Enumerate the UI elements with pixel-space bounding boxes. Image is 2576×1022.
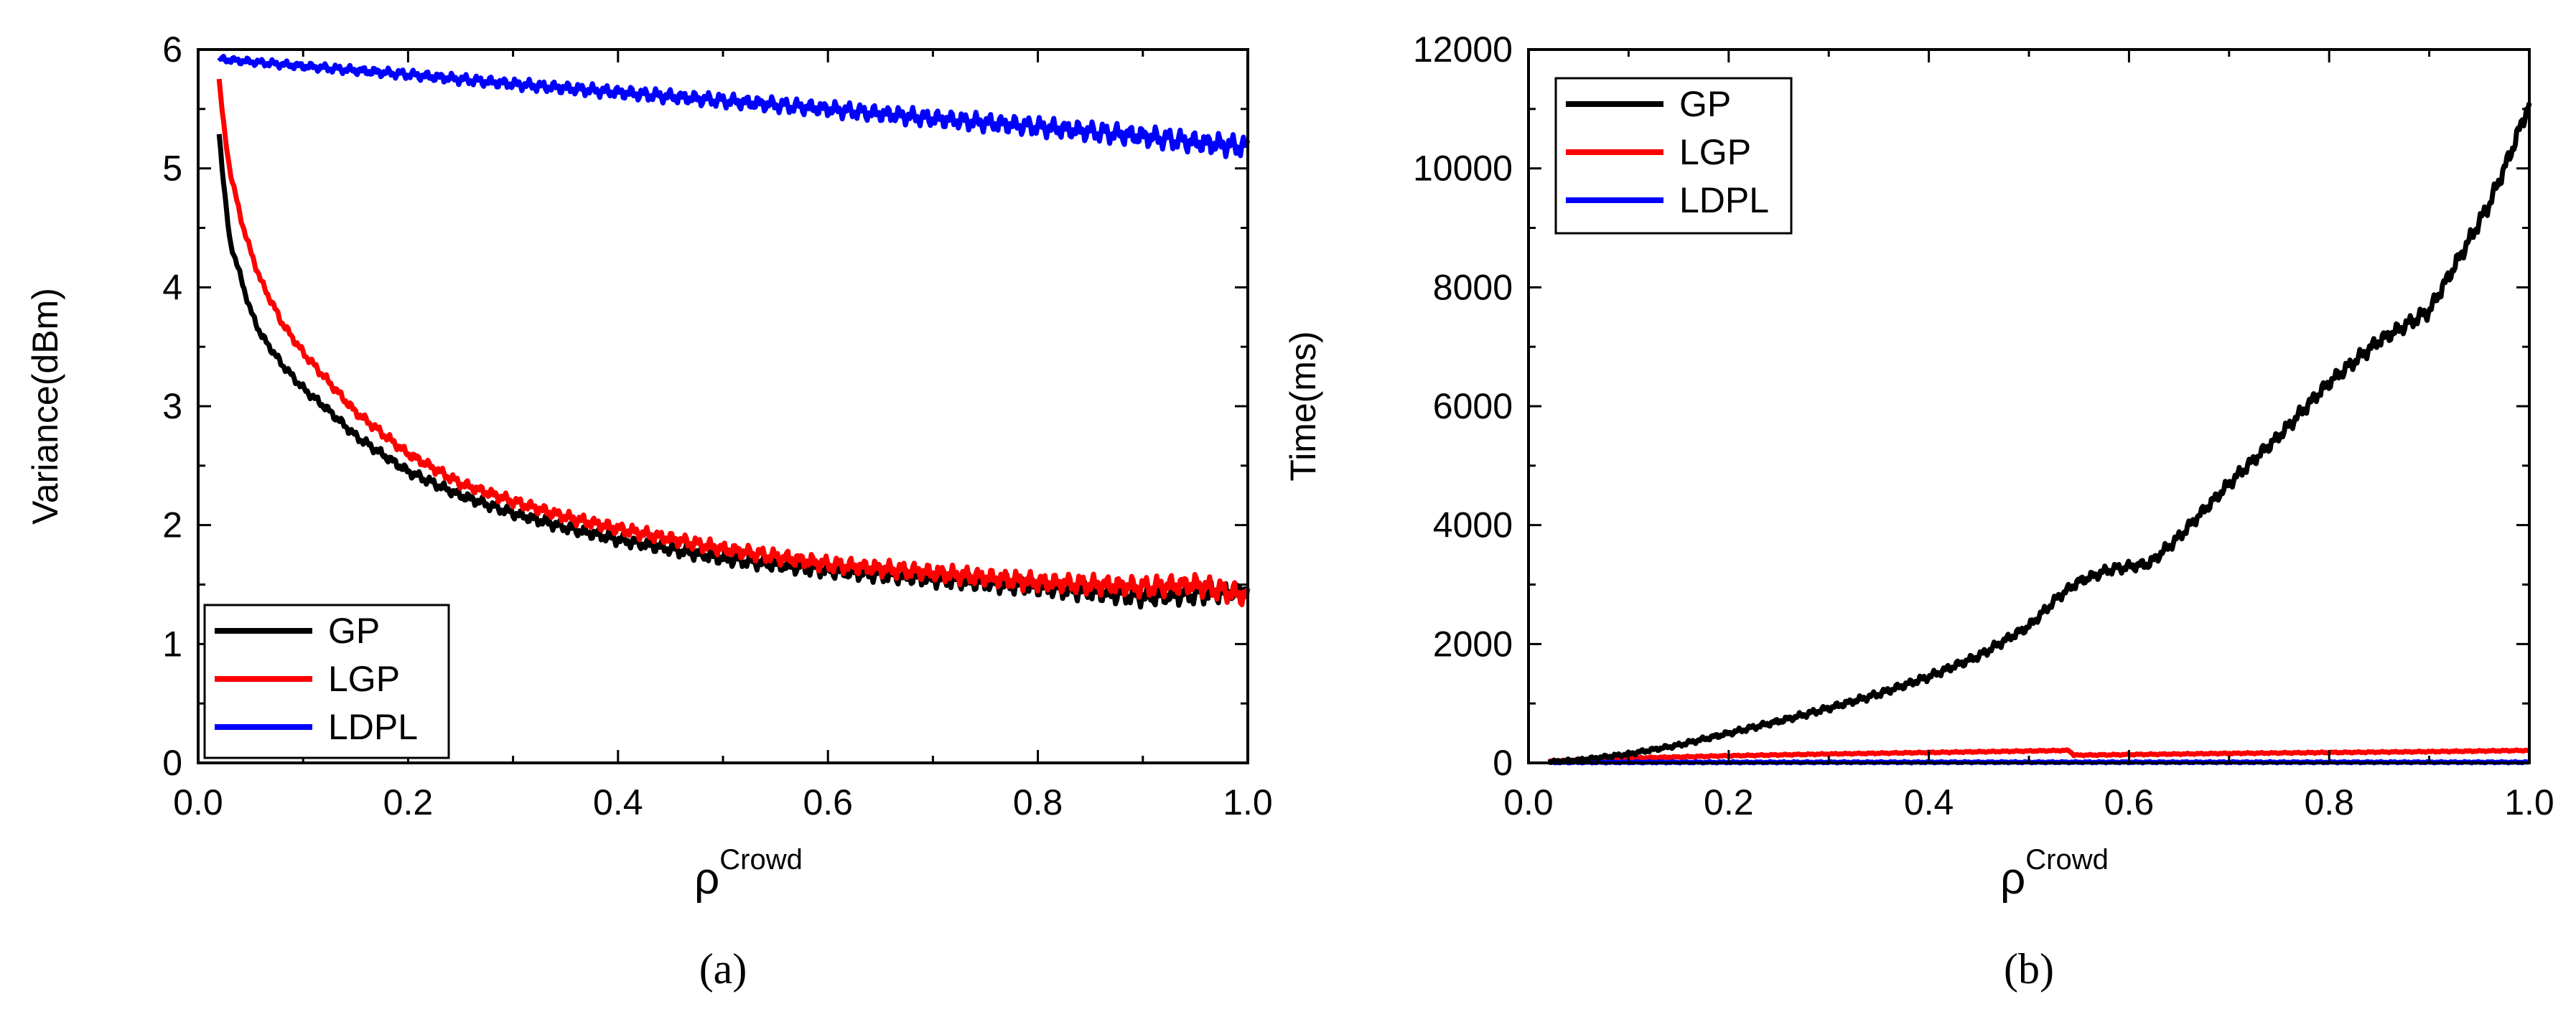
- series-line-lgp: [1547, 747, 2531, 764]
- panel-a-ticks: 0.0 0.2 0.4 0.6 0.8 1.0 0 1 2 3 4 5 6: [162, 29, 1273, 822]
- panel-b-legend-box: [1554, 77, 1793, 235]
- y-tick-label: 4: [162, 267, 182, 307]
- panel-a-x-axis-label: ρCrowd: [694, 844, 803, 904]
- panel-b-x-axis-label: ρCrowd: [2000, 844, 2109, 904]
- x-tick-label: 0.0: [1503, 782, 1554, 822]
- panel-b-time-chart: 0.0 0.2 0.4 0.6 0.8 1.0 0 2000 4000 6000 8000 10000…: [1283, 29, 2554, 993]
- legend-label-gp: GP: [328, 611, 380, 651]
- x-tick-label: 0.4: [1904, 782, 1954, 822]
- panel-a-label: (a): [699, 945, 747, 993]
- y-tick-label: 12000: [1413, 29, 1513, 70]
- y-tick-label: 4000: [1433, 505, 1513, 545]
- panel-b-y-axis-label: Time(ms): [1283, 331, 1323, 481]
- series-line-gp: [1547, 102, 2532, 765]
- x-tick-label: 0.6: [803, 782, 853, 822]
- legend-label-lgp: LGP: [328, 659, 400, 699]
- panel-a-x-axis-label-main: ρ: [694, 854, 719, 904]
- y-tick-label: 2000: [1433, 624, 1513, 664]
- x-tick-label: 1.0: [2504, 782, 2554, 822]
- x-tick-label: 0.4: [593, 782, 643, 822]
- legend-label-ldpl: LDPL: [1679, 180, 1769, 220]
- y-tick-label: 10000: [1413, 149, 1513, 189]
- x-tick-label: 0.2: [383, 782, 434, 822]
- panel-b-ticks: 0.0 0.2 0.4 0.6 0.8 1.0 0 2000 4000 6000 8000 10000…: [1413, 29, 2554, 822]
- y-tick-label: 8000: [1433, 267, 1513, 307]
- y-tick-label: 6: [162, 29, 182, 70]
- panel-b-x-axis-label-superscript: Crowd: [2025, 844, 2109, 876]
- panel-b-label: (b): [2004, 945, 2054, 993]
- panel-b-legend: GP LGP LDPL: [1554, 77, 1793, 235]
- y-tick-label: 5: [162, 149, 182, 189]
- legend-label-ldpl: LDPL: [328, 707, 418, 747]
- y-tick-label: 0: [1493, 743, 1513, 783]
- panel-a-x-axis-label-superscript: Crowd: [719, 844, 803, 876]
- legend-label-gp: GP: [1679, 84, 1731, 124]
- series-line-gp: [216, 133, 1251, 610]
- x-tick-label: 0.0: [173, 782, 223, 822]
- y-tick-label: 6000: [1433, 386, 1513, 426]
- x-tick-label: 0.2: [1704, 782, 1754, 822]
- y-tick-label: 0: [162, 743, 182, 783]
- y-tick-label: 2: [162, 505, 182, 545]
- y-tick-label: 3: [162, 386, 182, 426]
- panel-a-y-axis-label: Variance(dBm): [25, 288, 65, 525]
- y-tick-label: 1: [162, 624, 182, 664]
- panel-b-x-axis-label-main: ρ: [2000, 854, 2025, 904]
- series-line-ldpl: [217, 54, 1251, 159]
- legend-label-lgp: LGP: [1679, 132, 1751, 172]
- panel-a-series: [216, 54, 1251, 610]
- panel-a-legend: GP LGP LDPL: [203, 604, 450, 759]
- x-tick-label: 0.8: [1013, 782, 1063, 822]
- x-tick-label: 0.8: [2304, 782, 2354, 822]
- x-tick-label: 1.0: [1223, 782, 1273, 822]
- x-tick-label: 0.6: [2104, 782, 2155, 822]
- series-line-lgp: [216, 78, 1251, 608]
